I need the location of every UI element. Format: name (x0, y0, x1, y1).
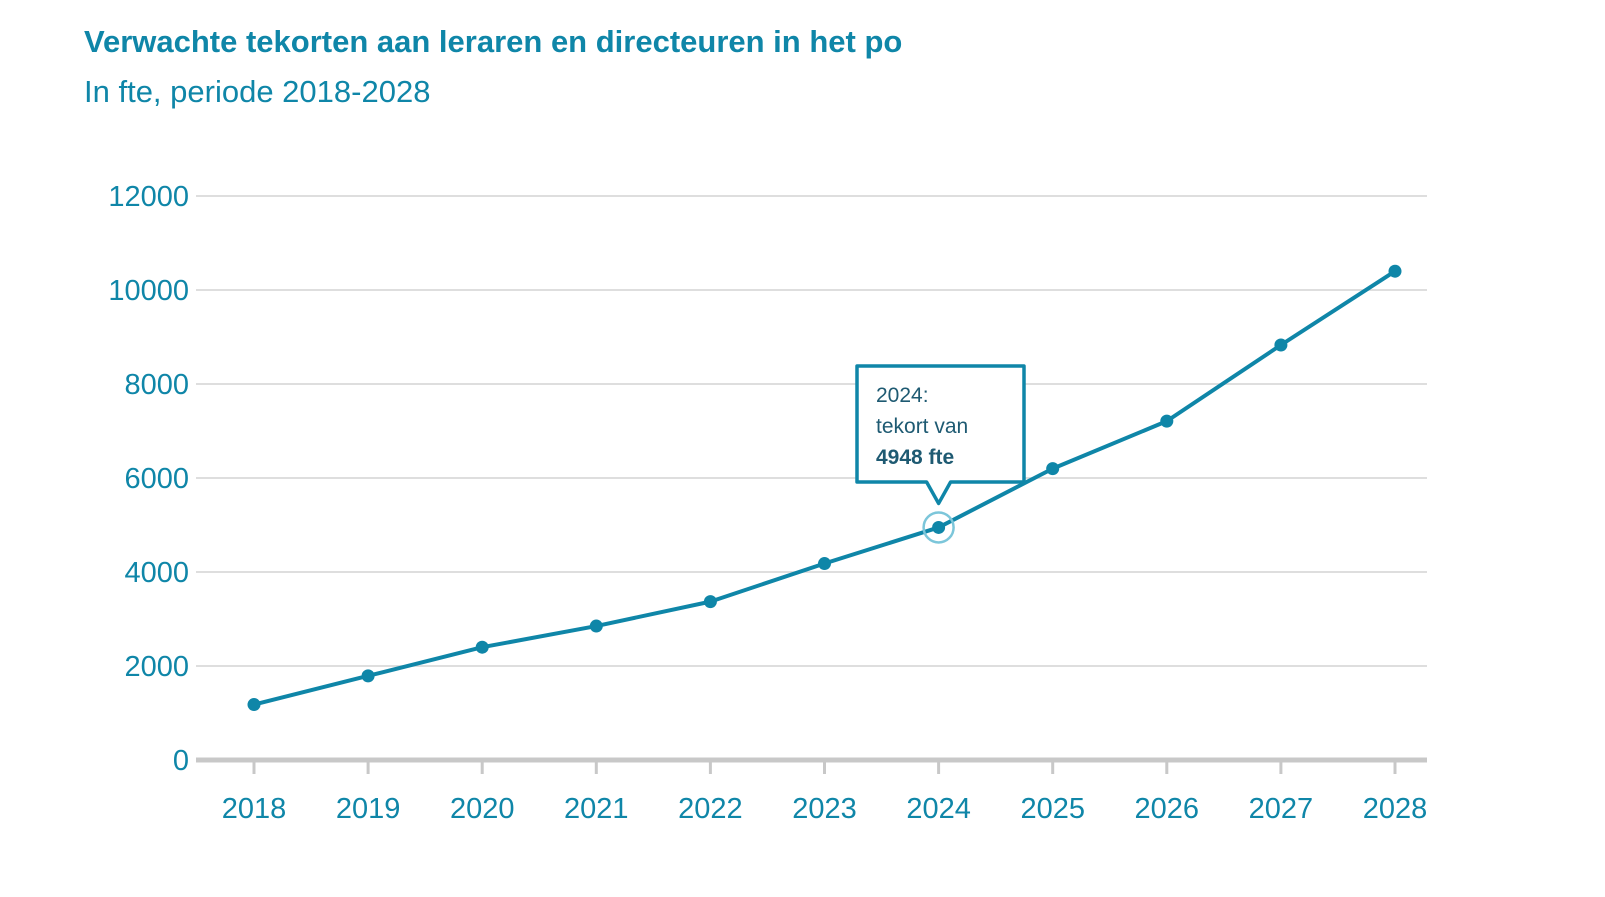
x-tick-label: 2019 (336, 793, 401, 825)
callout-line: 2024: (876, 384, 929, 407)
chart-title: Verwachte tekorten aan leraren en direct… (84, 24, 903, 59)
y-axis-ticks: 0 2000 4000 6000 8000 10000 12000 (108, 181, 189, 777)
data-point (1160, 414, 1174, 428)
chart-subtitle: In fte, periode 2018-2028 (84, 74, 431, 109)
callout-line: tekort van (876, 415, 968, 438)
x-axis: 2018 2019 2020 2021 2022 2023 2024 2025 2026 2027… (196, 757, 1428, 825)
series-line-path (252, 269, 1397, 707)
data-point (589, 619, 603, 633)
x-tick-label: 2027 (1249, 793, 1314, 825)
gridlines (196, 195, 1427, 667)
data-point (361, 669, 375, 683)
highlight-ring (922, 511, 955, 544)
data-point (1274, 338, 1288, 352)
y-tick-label: 2000 (124, 651, 189, 683)
y-tick-label: 10000 (108, 275, 189, 307)
x-tick-label: 2026 (1135, 793, 1200, 825)
callout-line: 4948 fte (876, 446, 954, 469)
data-point (1046, 462, 1060, 476)
x-tick-label: 2024 (906, 793, 971, 825)
x-tick-label: 2025 (1020, 793, 1085, 825)
x-tick-label: 2023 (792, 793, 857, 825)
y-tick-label: 0 (173, 745, 189, 777)
x-tick-label: 2021 (564, 793, 629, 825)
callout-box (855, 364, 1026, 506)
data-point (1388, 264, 1402, 278)
y-tick-label: 8000 (124, 369, 189, 401)
data-point (818, 557, 831, 571)
y-tick-label: 12000 (108, 181, 189, 213)
series-line (247, 264, 1402, 712)
data-point (932, 520, 946, 534)
data-point (475, 640, 489, 654)
y-tick-label: 4000 (124, 557, 189, 589)
x-tick-label: 2028 (1363, 793, 1428, 825)
annotation-callout: 2024: tekort van 4948 fte (855, 364, 1026, 506)
y-tick-label: 6000 (124, 463, 189, 495)
data-point (703, 595, 717, 609)
data-point (247, 698, 261, 712)
x-tick-label: 2018 (222, 793, 287, 825)
x-tick-label: 2022 (678, 793, 743, 825)
x-tick-label: 2020 (450, 793, 515, 825)
